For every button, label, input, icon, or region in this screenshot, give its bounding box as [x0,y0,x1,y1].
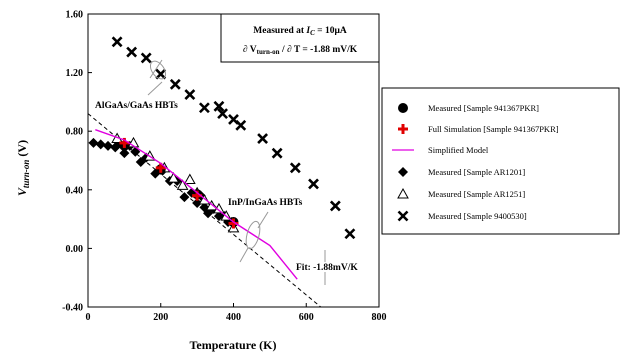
legend-frame [381,87,620,235]
annotation-inp-label: InP/InGaAs HBTs [228,198,303,208]
legend-label: Measured [Sample AR1251] [428,189,525,199]
data-point [184,89,196,100]
data-point [184,173,196,185]
y-tick-label: 0.80 [66,127,84,138]
annotation-algaas: AlGaAs/GaAs HBTs [95,59,178,111]
data-point [169,78,181,90]
x-tick-label: 0 [86,312,91,323]
legend-marker [398,124,408,134]
annotation-inp-arrow-2 [239,247,249,263]
data-point [228,218,239,229]
legend-marker [398,103,408,113]
legend: Measured [Sample 941367PKR] Full Simulati… [381,87,620,235]
data-point [126,46,138,58]
x-tick-label: 400 [226,312,241,323]
data-point [308,178,319,190]
data-point [205,199,218,211]
data-point [103,140,114,151]
legend-label: Measured [Sample 941367PKR] [428,103,539,113]
annotation-algaas-arrow-2 [147,81,163,96]
x-axis-label: Temperature (K) [190,338,277,352]
data-point [235,119,247,131]
data-point [111,36,123,48]
legend-label: Full Simulation [Sample 941367PKR] [428,124,559,134]
data-point [155,162,166,173]
y-tick-label: 0.40 [66,185,84,196]
y-tick-label: 0.00 [66,244,84,255]
data-point [289,162,301,174]
x-tick-label: 600 [299,312,314,323]
y-axis-label: Vturn-on (V) [15,140,31,196]
data-point [217,108,229,120]
annotation-algaas-label: AlGaAs/GaAs HBTs [95,101,178,111]
data-point [155,68,167,80]
info-box-frame [220,13,380,63]
y-tick-label: 1.60 [66,10,84,21]
info-box-line-1: Measured at IC = 10μA [253,26,347,37]
data-point [192,190,203,201]
legend-label: Measured [Sample 9400530] [428,211,527,221]
data-point [119,137,130,148]
legend-label: Simplified Model [428,145,489,155]
annotation-fit: Fit: -1.88mV/K [296,250,358,285]
data-point [271,147,283,159]
legend-marker [397,187,409,199]
y-tick-label: -0.40 [62,303,83,314]
y-tick-label: 1.20 [66,68,84,79]
data-point [198,194,211,205]
legend-label: Measured [Sample AR1201] [428,167,525,177]
annotation-fit-label: Fit: -1.88mV/K [296,263,358,273]
data-point [257,133,269,144]
data-point [119,148,130,159]
annotation-inp-arrow-1 [257,211,269,229]
x-tick-label: 200 [153,312,168,323]
data-point [192,197,203,208]
legend-marker [397,210,409,222]
x-tick-label: 800 [372,312,387,323]
plot-area [87,36,356,308]
info-box-line-2: ∂ Vturn-on / ∂ T = -1.88 mV/K [243,45,358,56]
annotation-algaas-arrow-1 [149,59,163,79]
data-point [198,102,210,114]
info-box: Measured at IC = 10μA ∂ Vturn-on / ∂ T =… [220,13,380,63]
data-point [140,52,152,64]
data-point [213,100,225,112]
data-point [329,200,341,212]
series-simplified-model-line [95,129,298,280]
data-point [179,192,190,203]
data-point [213,211,224,222]
data-point [88,137,99,148]
data-point [95,139,106,150]
data-point [167,172,180,183]
data-point [176,179,189,190]
data-point [344,228,356,240]
legend-marker [398,167,408,177]
annotation-inp-ellipse [245,220,261,250]
annotation-inp: InP/InGaAs HBTs [228,198,303,263]
